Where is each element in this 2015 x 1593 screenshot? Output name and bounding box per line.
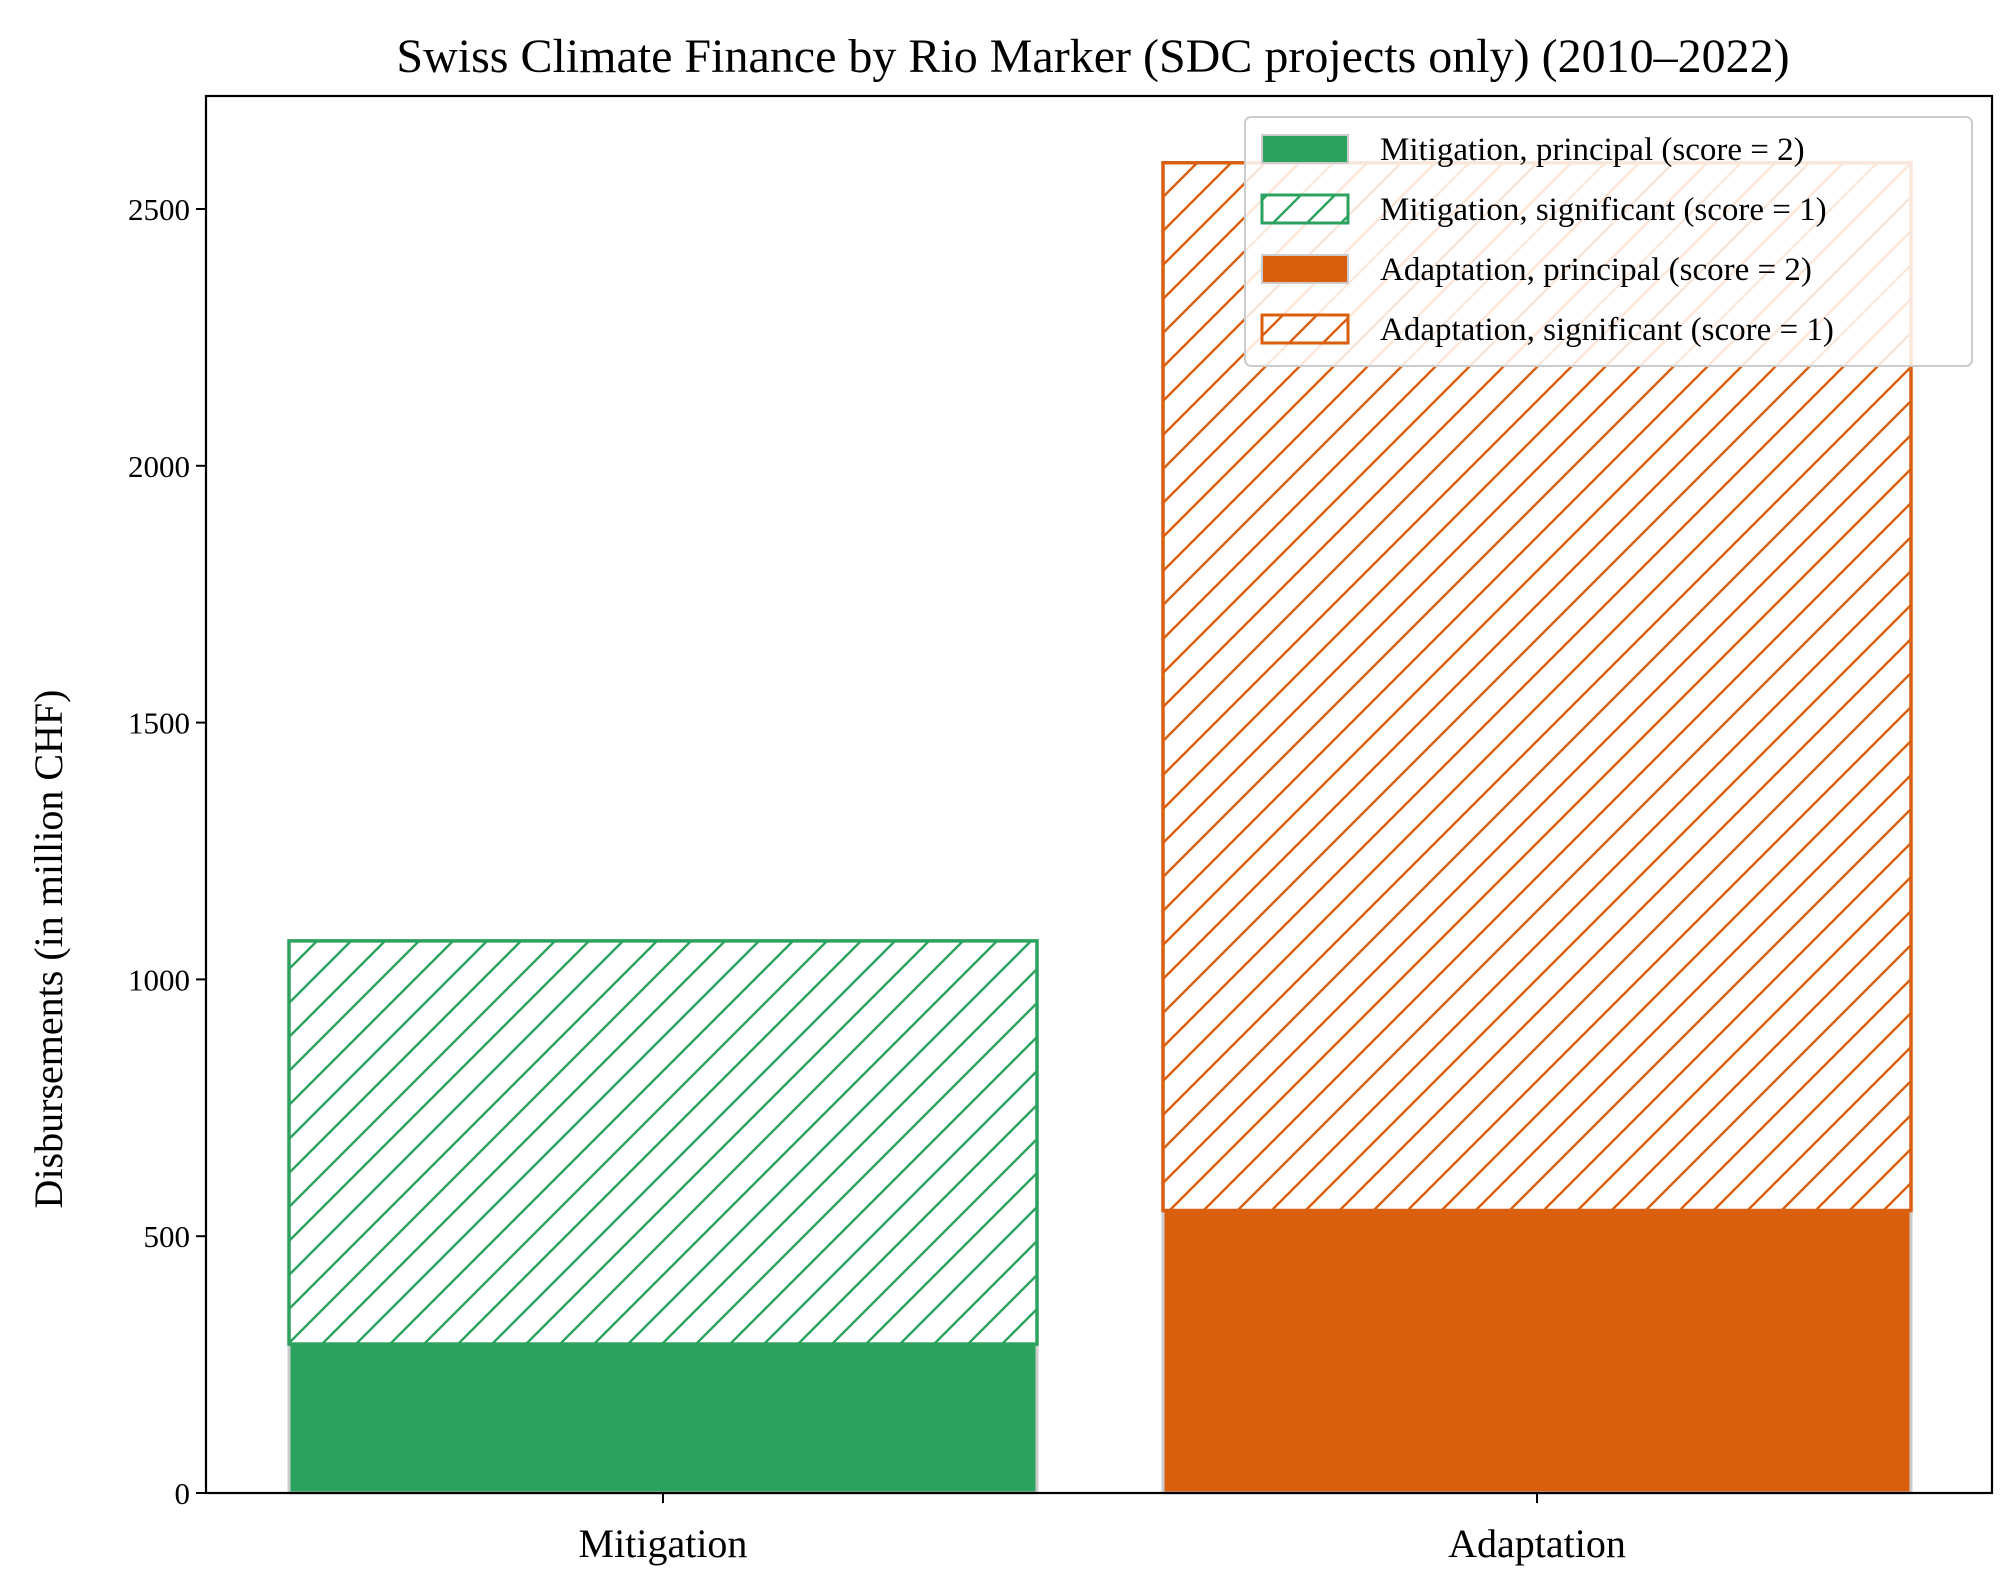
chart-title: Swiss Climate Finance by Rio Marker (SDC… — [396, 30, 1789, 83]
legend-label: Mitigation, significant (score = 1) — [1380, 192, 1827, 228]
bar-adaptation-principal-score-2 — [1161, 1209, 1913, 1495]
legend: Mitigation, principal (score = 2) Mitigat… — [1244, 116, 1973, 367]
y-tick-label: 2500 — [128, 192, 190, 227]
legend-swatch-hatch — [1260, 313, 1350, 345]
y-tick-label: 2000 — [128, 449, 190, 484]
legend-box — [1244, 116, 1973, 367]
legend-label: Adaptation, principal (score = 2) — [1380, 252, 1812, 288]
bar-mitigation-principal-score-2 — [287, 1342, 1039, 1495]
y-axis-label: Disbursements (in million CHF) — [26, 690, 71, 1209]
legend-swatch-solid — [1261, 254, 1349, 284]
legend-swatch-hatch — [1260, 193, 1350, 225]
legend-label: Adaptation, significant (score = 1) — [1380, 312, 1834, 348]
bar-mitigation-significant-score-1 — [287, 939, 1039, 1346]
x-ticks-group: Mitigation Adaptation — [579, 1493, 1626, 1566]
y-tick-label: 500 — [144, 1219, 191, 1254]
x-tick-label: Mitigation — [579, 1521, 748, 1566]
legend-swatch-solid — [1261, 134, 1349, 164]
y-tick-label: 1500 — [128, 706, 190, 741]
y-tick-label: 0 — [175, 1476, 191, 1511]
plot-area-frame — [204, 94, 1994, 1495]
y-tick-label: 1000 — [128, 962, 190, 997]
legend-label: Mitigation, principal (score = 2) — [1380, 132, 1805, 168]
x-tick-label: Adaptation — [1448, 1521, 1626, 1566]
y-ticks-group: 0 500 1000 1500 2000 2500 — [128, 192, 206, 1511]
